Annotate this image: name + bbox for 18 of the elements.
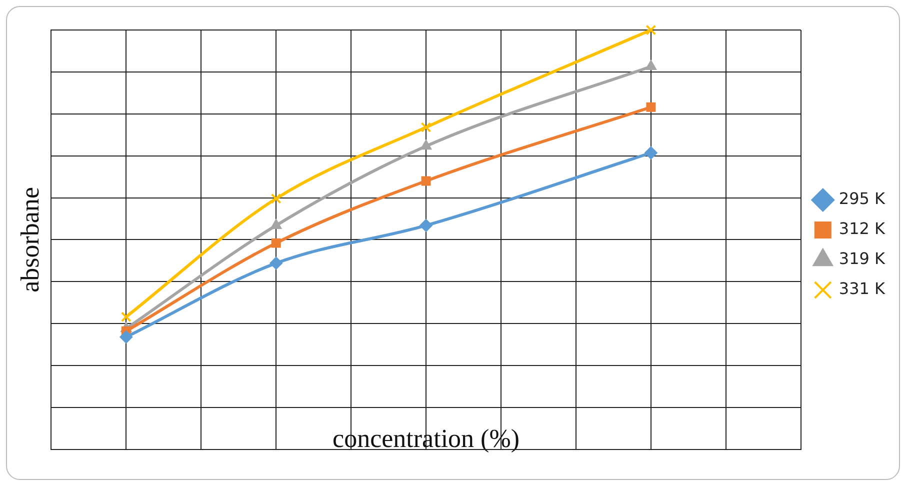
point: [420, 122, 432, 133]
legend-label: 319 K: [838, 249, 886, 268]
point: [270, 218, 282, 229]
legend-label: 331 K: [838, 279, 886, 298]
y-axis-title: absorbane: [15, 186, 44, 292]
legend-label: 312 K: [838, 219, 886, 238]
point: [270, 193, 282, 204]
point: [646, 102, 656, 112]
point: [644, 146, 658, 160]
point: [646, 24, 656, 36]
point: [420, 140, 432, 150]
legend-label: 295 K: [838, 189, 886, 208]
point: [270, 256, 283, 270]
point: [271, 238, 281, 248]
point: [120, 330, 133, 344]
point: [120, 312, 132, 322]
point: [420, 218, 433, 232]
point: [421, 176, 431, 186]
